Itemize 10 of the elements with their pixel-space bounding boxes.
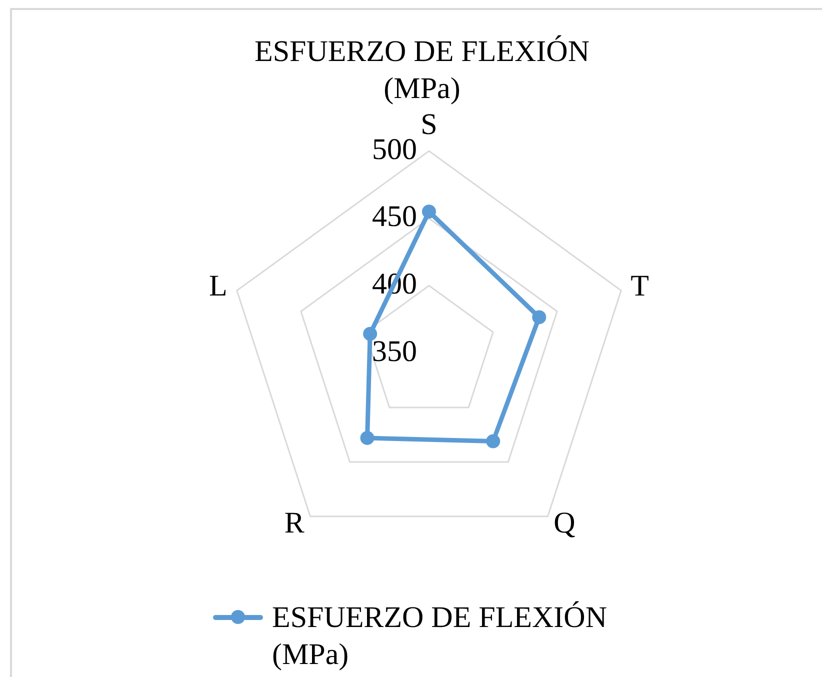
spoke-label: S <box>420 108 438 141</box>
legend-label: ESFUERZO DE FLEXIÓN (MPa) <box>272 600 608 673</box>
y-tick-label: 450 <box>372 200 417 234</box>
spoke-label: T <box>630 269 649 302</box>
spoke-label: L <box>209 269 228 302</box>
y-tick-label: 500 <box>372 132 417 166</box>
y-tick-label: 350 <box>372 334 417 368</box>
spoke-label: Q <box>554 506 576 540</box>
chart-title: ESFUERZO DE FLEXIÓN (MPa) <box>254 34 590 107</box>
spoke-label: R <box>284 506 304 540</box>
